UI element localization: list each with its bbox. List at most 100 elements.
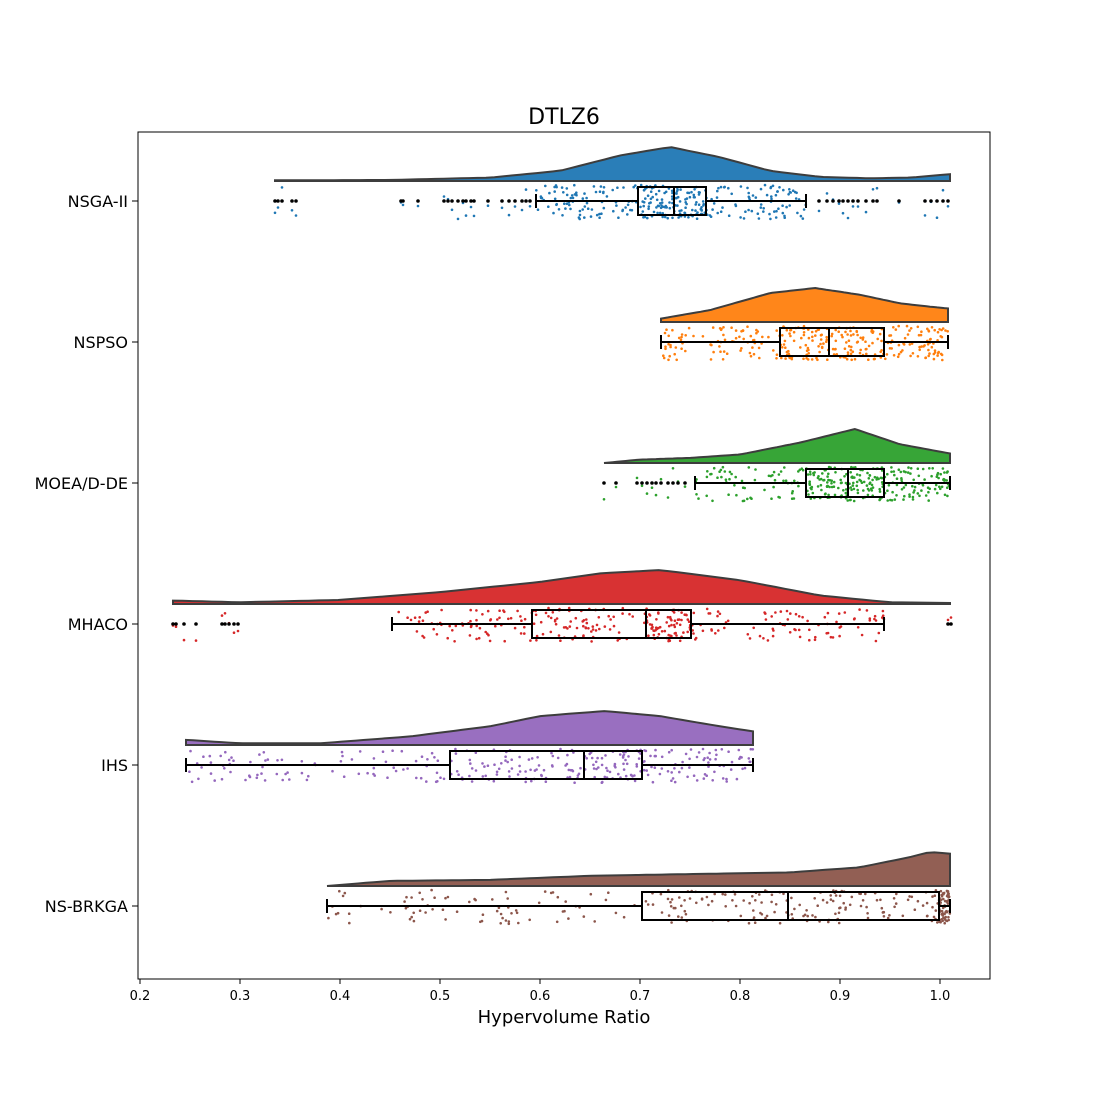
point-nsga-ii <box>711 208 714 211</box>
point-nsga-ii <box>273 211 277 215</box>
point-nsga-ii <box>663 191 666 195</box>
point-ihs <box>660 755 664 759</box>
point-nspso <box>810 330 814 334</box>
point-moea-d-de <box>904 483 908 487</box>
point-ns-brkga <box>567 917 570 920</box>
point-nsga-ii <box>690 190 693 194</box>
point-nsga-ii <box>668 206 672 210</box>
point-moea-d-de <box>783 466 786 469</box>
outlier-nsga-ii <box>923 199 927 203</box>
point-ihs <box>483 765 486 768</box>
point-moea-d-de <box>806 473 810 476</box>
point-mhaco <box>421 619 425 622</box>
outlier-nsga-ii <box>856 199 860 203</box>
point-nsga-ii <box>594 190 598 194</box>
outlier-mhaco <box>194 622 198 626</box>
point-nsga-ii <box>570 194 574 197</box>
point-ihs <box>658 772 662 776</box>
point-ihs <box>705 774 708 777</box>
point-nspso <box>748 351 752 355</box>
point-mhaco <box>746 633 750 636</box>
outlier-nsga-ii <box>290 199 294 203</box>
point-nspso <box>843 347 847 351</box>
point-mhaco <box>692 611 696 615</box>
point-ns-brkga <box>934 889 938 892</box>
point-ns-brkga <box>721 892 724 896</box>
point-ihs <box>529 768 532 772</box>
point-mhaco <box>678 623 682 627</box>
point-ns-brkga <box>825 901 829 904</box>
point-moea-d-de <box>900 477 903 480</box>
point-ns-brkga <box>669 900 672 904</box>
point-nsga-ii <box>695 201 698 204</box>
point-ns-brkga <box>770 893 774 897</box>
point-nsga-ii <box>694 203 697 206</box>
point-nsga-ii <box>651 195 654 199</box>
point-mhaco <box>716 614 719 618</box>
point-nsga-ii <box>712 202 716 205</box>
point-ns-brkga <box>882 915 886 918</box>
point-ns-brkga <box>748 901 751 905</box>
point-ns-brkga <box>338 889 341 893</box>
point-nsga-ii <box>935 216 939 219</box>
point-mhaco <box>453 640 456 643</box>
point-nspso <box>871 331 874 335</box>
point-nsga-ii <box>595 213 599 217</box>
point-ihs <box>559 747 562 751</box>
point-nsga-ii <box>679 188 682 191</box>
point-ns-brkga <box>739 914 743 918</box>
point-nsga-ii <box>791 189 795 192</box>
outlier-nsga-ii <box>486 199 490 203</box>
point-nspso <box>870 328 874 332</box>
point-nspso <box>785 350 789 354</box>
point-nsga-ii <box>684 198 687 201</box>
point-ihs <box>600 781 604 784</box>
point-moea-d-de <box>909 472 912 475</box>
point-ihs <box>617 772 620 776</box>
point-nsga-ii <box>759 203 763 206</box>
point-ns-brkga <box>528 918 531 922</box>
point-ihs <box>702 777 706 780</box>
point-nsga-ii <box>923 214 927 217</box>
point-ns-brkga <box>404 906 408 910</box>
point-ns-brkga <box>680 904 683 908</box>
point-nsga-ii <box>697 203 701 206</box>
point-ihs <box>643 749 646 752</box>
point-ns-brkga <box>881 911 885 914</box>
point-moea-d-de <box>871 478 874 482</box>
point-mhaco <box>594 629 598 632</box>
point-mhaco <box>682 631 685 634</box>
point-nsga-ii <box>696 211 699 214</box>
point-ns-brkga <box>515 911 519 915</box>
point-nsga-ii <box>536 208 540 211</box>
point-nspso <box>742 337 745 341</box>
point-ns-brkga <box>834 912 837 916</box>
point-nspso <box>879 350 882 354</box>
point-ihs <box>653 766 657 769</box>
point-nsga-ii <box>585 201 589 205</box>
point-mhaco <box>843 611 847 614</box>
point-nspso <box>851 350 855 354</box>
point-mhaco <box>591 625 595 628</box>
point-mhaco <box>676 618 680 621</box>
point-nspso <box>767 335 770 339</box>
point-nsga-ii <box>507 213 511 217</box>
point-ns-brkga <box>939 889 943 893</box>
point-mhaco <box>771 627 775 631</box>
point-mhaco <box>481 613 484 616</box>
x-tick-label: 1.0 <box>930 989 951 1004</box>
point-nsga-ii <box>670 189 674 193</box>
point-ns-brkga <box>942 916 945 920</box>
point-mhaco <box>559 639 562 642</box>
point-mhaco <box>694 638 697 641</box>
point-ihs <box>542 768 546 772</box>
point-mhaco <box>663 629 667 633</box>
box-ns-brkga <box>641 891 940 921</box>
point-nspso <box>667 358 670 362</box>
point-ihs <box>678 770 681 774</box>
point-moea-d-de <box>920 489 923 492</box>
point-moea-d-de <box>808 483 812 487</box>
point-ns-brkga <box>931 905 934 909</box>
point-nspso <box>751 346 754 349</box>
